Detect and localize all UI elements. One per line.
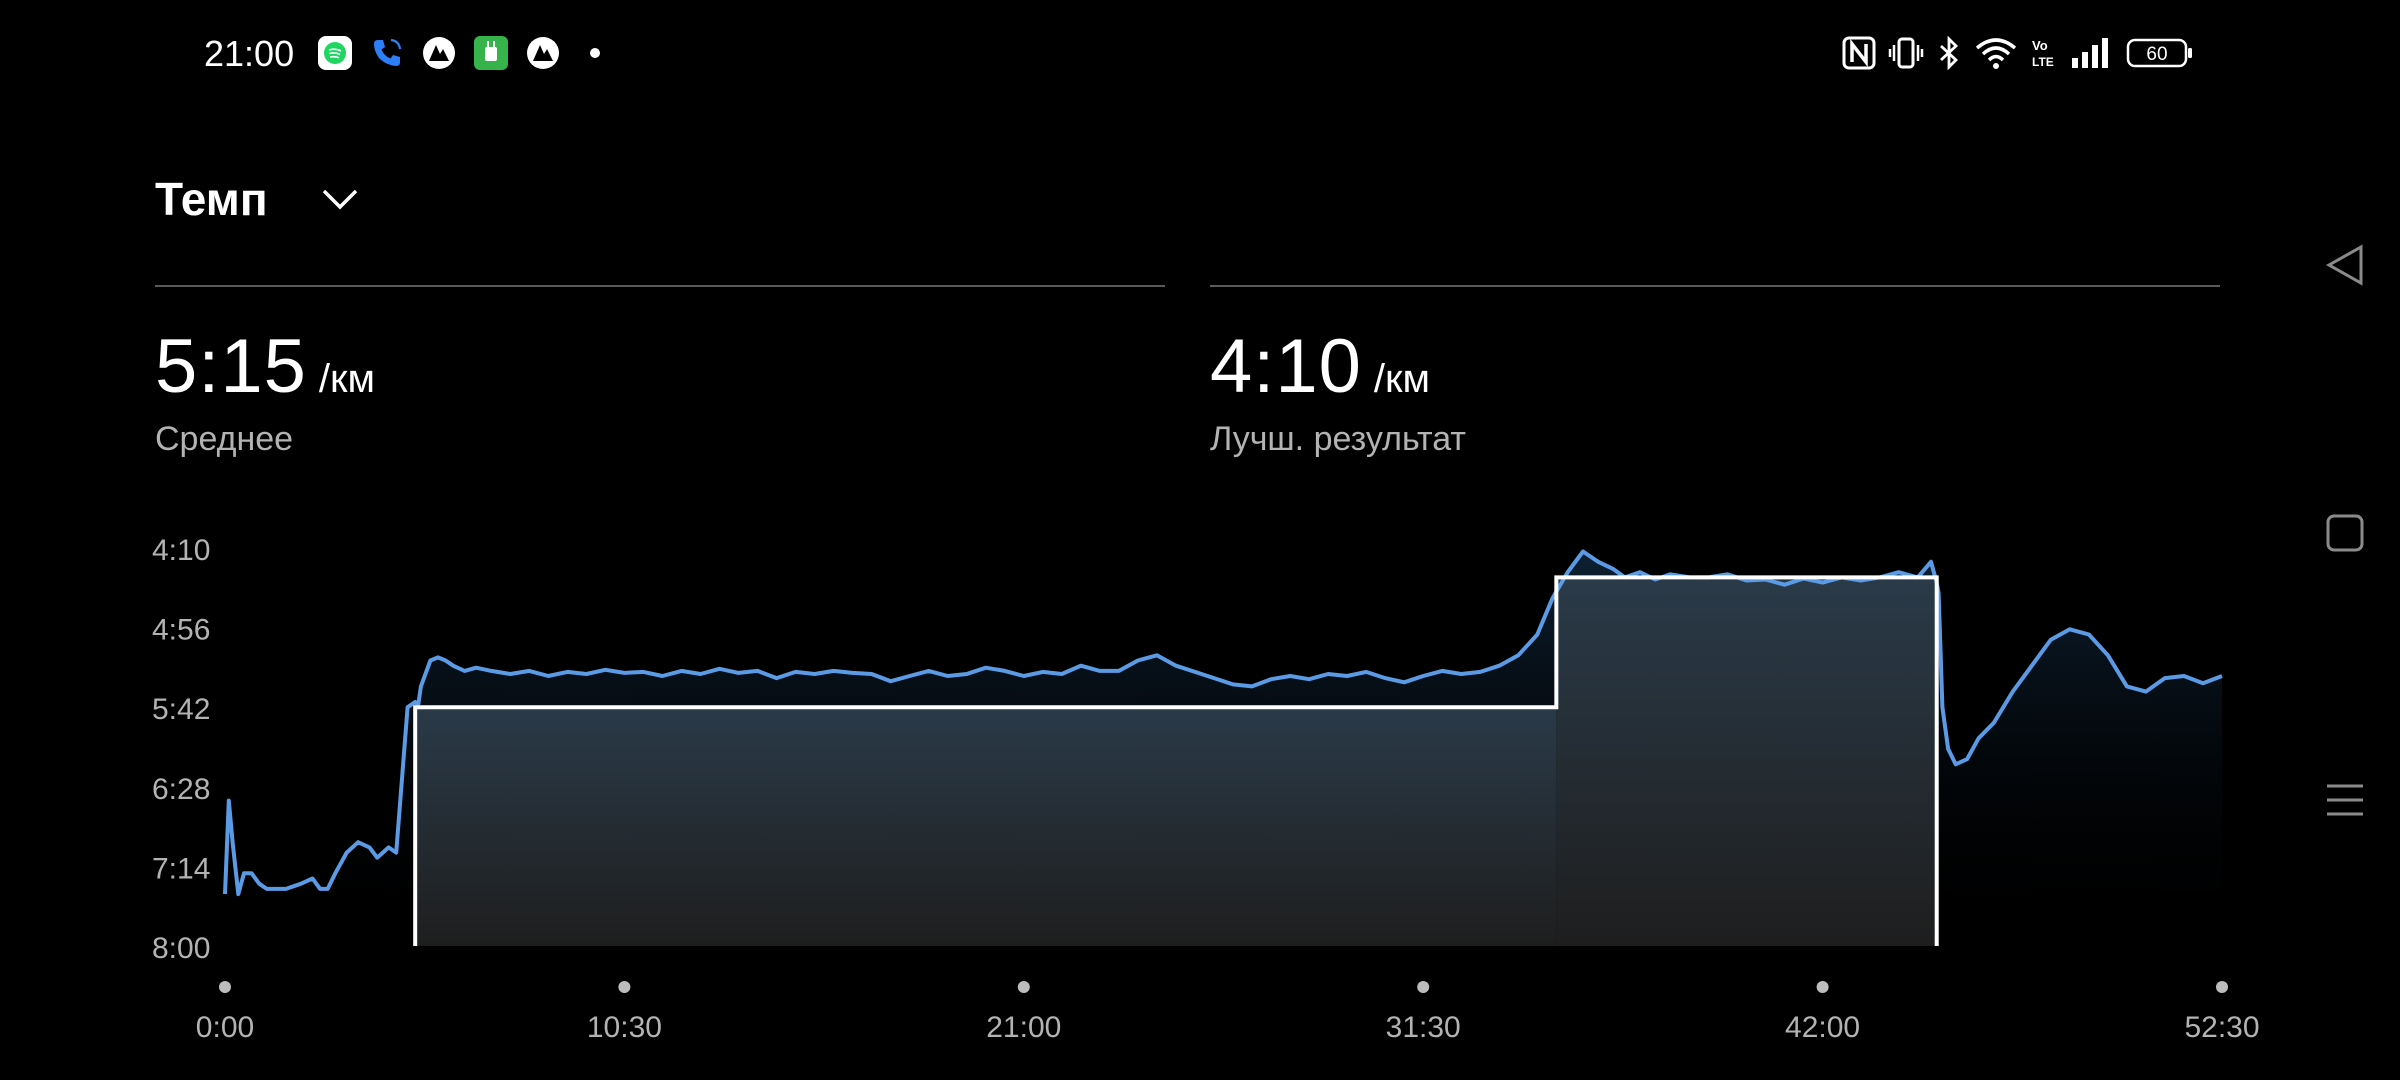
best-pace-stat: 4:10 /км Лучш. результат [1210,285,2220,459]
x-tick-label: 42:00 [1785,1011,1860,1044]
y-tick-label: 8:00 [152,932,210,965]
wifi-icon [1974,34,2018,72]
volte-icon: Vo LTE [2030,34,2058,72]
y-tick-label: 4:10 [152,534,210,567]
x-tick-label: 31:30 [1386,1011,1461,1044]
battery-level: 60 [2146,44,2167,65]
average-pace-value: 5:15 [155,324,307,409]
x-tick-dot [219,981,231,993]
signal-icon [2070,34,2114,72]
system-icons: Vo LTE 60 [1842,34,2194,72]
divider [1210,285,2220,287]
x-tick-dot [1017,981,1030,993]
pace-chart-svg: 4:10 4:56 5:42 6:28 7:14 8:00 0:00 10:30 21:00 31… [152,534,2260,1044]
strava-like-icon-2 [524,34,562,72]
menu-icon[interactable] [2318,773,2372,827]
pace-chart[interactable]: 4:10 4:56 5:42 6:28 7:14 8:00 0:00 10:30 21:00 31… [0,510,2300,1080]
x-tick-label: 10:30 [587,1011,662,1044]
x-tick-label: 0:00 [196,1011,254,1044]
chevron-down-icon[interactable] [320,179,360,219]
status-bar: 21:00 Vo LT [0,0,2400,105]
strava-like-icon [420,34,458,72]
notification-icons [316,34,614,72]
navigation-bar [2290,0,2400,1080]
lap-bar-1 [415,707,1557,946]
svg-text:Vo: Vo [2032,38,2048,53]
x-tick-label: 52:30 [2184,1011,2259,1044]
status-time: 21:00 [204,33,295,74]
y-tick-label: 5:42 [152,693,210,726]
x-tick-dot [618,981,631,993]
x-tick-dot [1417,981,1430,993]
best-pace-value: 4:10 [1210,324,1362,409]
phone-call-icon [368,34,406,72]
green-app-icon [472,34,510,72]
x-tick-dot [2216,981,2228,993]
svg-text:LTE: LTE [2032,55,2054,69]
lap-outline [413,575,1939,946]
lap-bar-2 [1556,577,1937,946]
spotify-icon [316,34,354,72]
back-icon[interactable] [2318,238,2372,292]
average-pace-caption: Среднее [155,420,294,458]
y-tick-label: 4:56 [152,614,210,647]
y-tick-label: 7:14 [152,852,210,885]
bluetooth-icon [1936,34,1962,72]
pace-line [223,549,2223,897]
x-tick-label: 21:00 [986,1011,1061,1044]
average-pace-unit: /км [318,357,376,401]
more-dot-icon [576,34,614,72]
page-title: Темп [155,173,268,225]
best-pace-caption: Лучш. результат [1210,420,1466,458]
home-icon[interactable] [2318,506,2372,560]
best-pace-unit: /км [1373,357,1431,401]
page-header: Темп [155,172,360,226]
vibrate-icon [1888,34,1924,72]
battery-icon: 60 [2126,34,2194,72]
nfc-icon [1842,34,1876,72]
average-pace-stat: 5:15 /км Среднее [155,285,1165,459]
divider [155,285,1165,287]
y-tick-label: 6:28 [152,773,210,806]
x-tick-dot [1816,981,1829,993]
